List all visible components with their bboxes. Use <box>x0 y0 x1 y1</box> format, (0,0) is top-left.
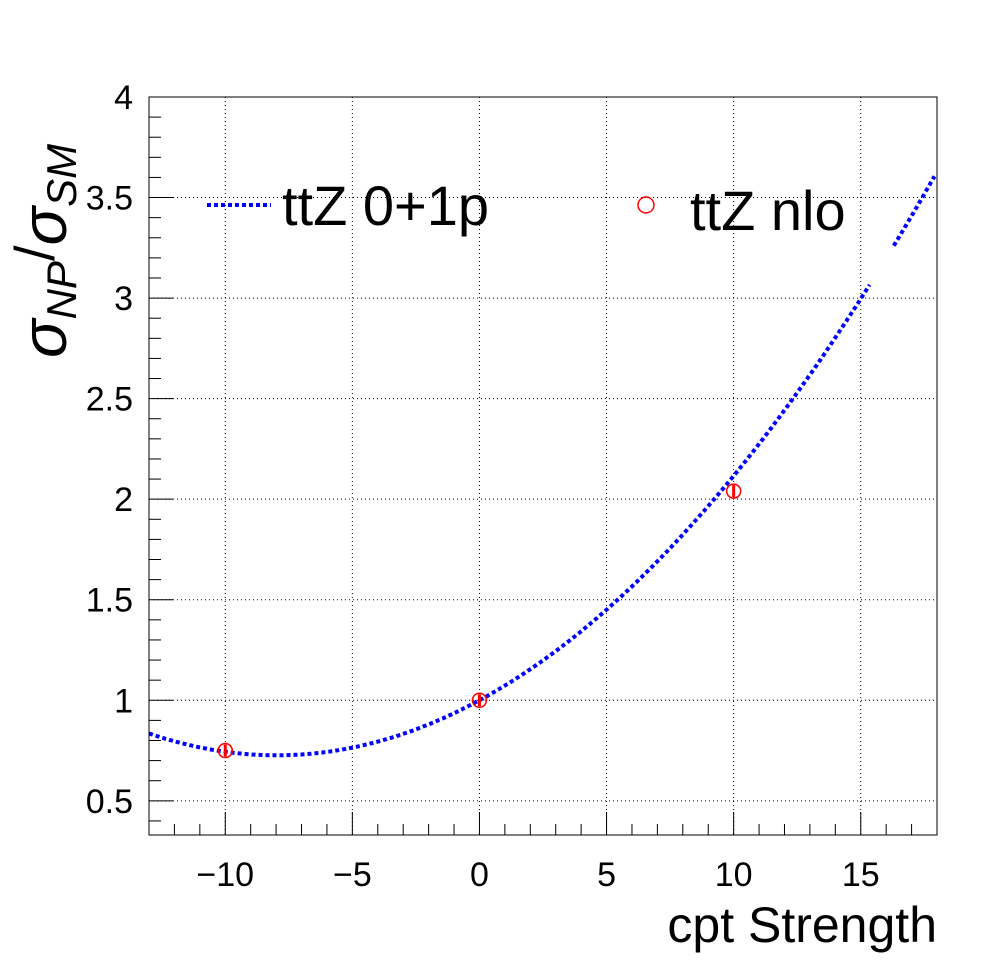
series-line-segment <box>892 175 937 247</box>
x-axis-title: cpt Strength <box>667 897 937 953</box>
series-line-segment <box>148 283 872 758</box>
x-tick-label: 10 <box>715 856 753 894</box>
x-tick-labels: −10 −5 0 5 10 15 <box>196 856 879 894</box>
y-tick-labels: 0.5 1 1.5 2 2.5 3 3.5 4 <box>86 79 133 821</box>
legend-label-ttz-0p1p: ttZ 0+1p <box>282 174 489 237</box>
x-tick-label: 5 <box>597 856 616 894</box>
y-axis-title-sub-sm: SM <box>38 144 85 207</box>
y-tick-label: 3.5 <box>86 180 133 218</box>
legend-label-ttz-nlo: ttZ nlo <box>690 179 846 242</box>
y-axis-title-slash: / <box>3 245 66 261</box>
y-axis-title: σNP/σSM <box>3 144 85 358</box>
series-ttz-0p1p <box>148 175 937 758</box>
data-point <box>217 742 234 759</box>
legend-circle-marker <box>637 196 655 214</box>
x-tick-label: −5 <box>333 856 372 894</box>
data-point <box>725 483 742 499</box>
y-tick-label: 2.5 <box>86 381 133 419</box>
y-axis-title-sigma-2: σ <box>8 204 80 245</box>
y-tick-label: 0.5 <box>86 783 133 821</box>
data-point <box>471 692 488 709</box>
plot-frame <box>148 96 938 836</box>
y-axis-title-sub-np: NP <box>38 261 85 319</box>
y-tick-label: 4 <box>114 79 133 117</box>
x-tick-label: 15 <box>842 856 880 894</box>
y-tick-label: 1.5 <box>86 582 133 620</box>
x-tick-label: 0 <box>470 856 489 894</box>
y-tick-label: 3 <box>114 280 133 318</box>
x-tick-label: −10 <box>196 856 254 894</box>
y-axis-title-sigma: σ <box>8 317 80 358</box>
legend: ttZ 0+1p ttZ nlo <box>207 174 846 242</box>
y-tick-label: 1 <box>114 682 133 720</box>
series-ttz-nlo <box>217 483 742 759</box>
y-tick-label: 2 <box>114 481 133 519</box>
